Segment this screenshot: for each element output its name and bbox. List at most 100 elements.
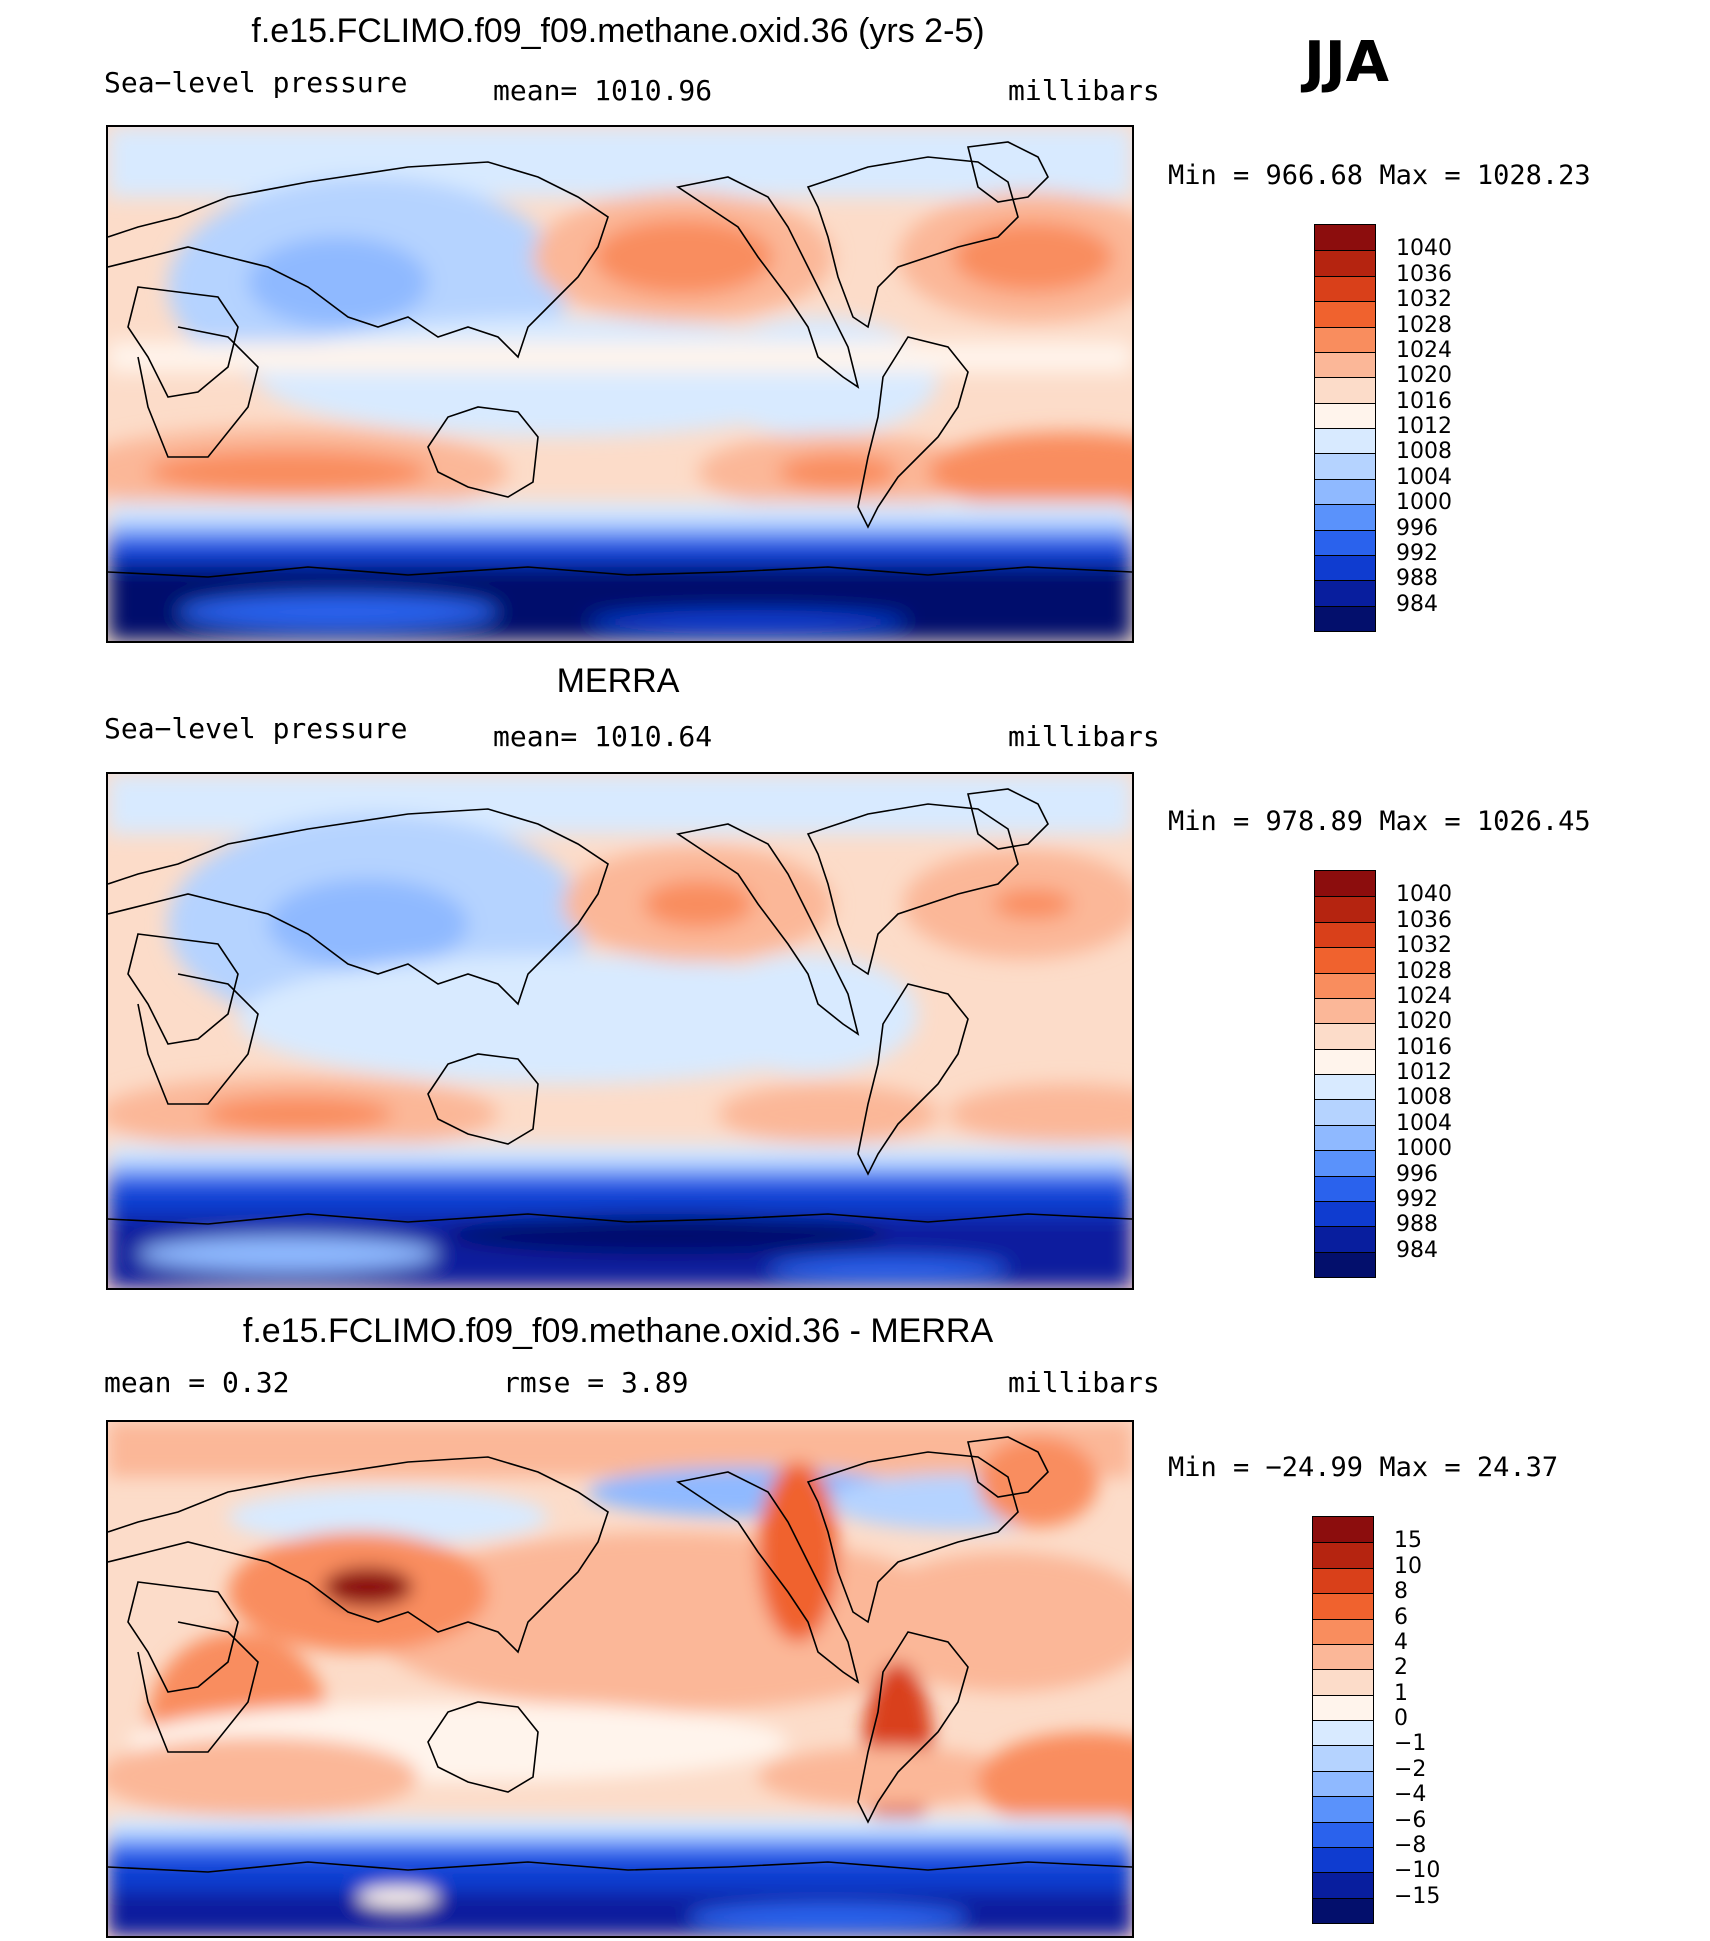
colorbar-swatch (1313, 1770, 1373, 1797)
panel-2-map-svg (108, 774, 1132, 1288)
panel-1-minmax: Min = 966.68 Max = 1028.23 (1168, 160, 1591, 191)
colorbar-swatch (1315, 402, 1375, 428)
colorbar-tick-label: 8 (1394, 1579, 1408, 1605)
panel-1-units-label: millibars (1008, 74, 1160, 107)
colorbar-swatch (1313, 1542, 1373, 1568)
panel-3-minmax: Min = −24.99 Max = 24.37 (1168, 1452, 1559, 1483)
colorbar-swatch (1315, 351, 1375, 378)
colorbar-tick-label: 1020 (1396, 1009, 1452, 1035)
colorbar-tick-label: 992 (1396, 1186, 1438, 1212)
colorbar-tick-label: −2 (1394, 1756, 1427, 1782)
colorbar-swatch (1315, 326, 1375, 352)
colorbar-swatch (1313, 1669, 1373, 1695)
colorbar-swatch (1315, 1150, 1375, 1176)
colorbar-swatch (1315, 1074, 1375, 1100)
colorbar-tick-label: 1016 (1396, 388, 1452, 414)
colorbar-tick-label: −8 (1394, 1832, 1427, 1858)
colorbar-swatch (1313, 1846, 1373, 1873)
colorbar-tick-label: 1036 (1396, 261, 1452, 287)
colorbar-swatch (1315, 871, 1375, 897)
colorbar-swatch (1315, 896, 1375, 922)
colorbar-tick-label: −6 (1394, 1807, 1427, 1833)
colorbar-swatch (1315, 997, 1375, 1024)
colorbar-swatch (1315, 1023, 1375, 1049)
colorbar-tick-label: 1016 (1396, 1034, 1452, 1060)
panel-2-map (106, 772, 1134, 1290)
colorbar-tick-label: 1024 (1396, 337, 1452, 363)
colorbar-tick-label: 1036 (1396, 907, 1452, 933)
colorbar-tick-label: 1040 (1396, 236, 1452, 262)
colorbar-tick-label: −15 (1394, 1883, 1441, 1909)
colorbar-swatch (1315, 1226, 1375, 1252)
colorbar-tick-label: 988 (1396, 1212, 1438, 1238)
panel-3-coastlines (108, 1436, 1132, 1873)
colorbar-tick-label: 1028 (1396, 312, 1452, 338)
colorbar-swatch (1315, 605, 1375, 631)
panel-3-colorbar (1312, 1516, 1374, 1924)
colorbar-swatch (1315, 1175, 1375, 1201)
colorbar-swatch (1315, 1099, 1375, 1125)
colorbar-tick-label: 1004 (1396, 1110, 1452, 1136)
panel-3-rmse-label: rmse = 3.89 (503, 1366, 689, 1399)
colorbar-tick-label: 1024 (1396, 983, 1452, 1009)
colorbar-swatch (1315, 275, 1375, 302)
colorbar-swatch (1313, 1897, 1373, 1923)
panel-3-title: f.e15.FCLIMO.f09_f09.methane.oxid.36 - M… (242, 1312, 994, 1350)
colorbar-tick-label: 988 (1396, 566, 1438, 592)
colorbar-tick-label: 992 (1396, 540, 1438, 566)
colorbar-swatch (1315, 972, 1375, 998)
panel-1-coastlines (108, 141, 1132, 578)
colorbar-swatch (1313, 1872, 1373, 1898)
panel-3-mean-label: mean = 0.32 (104, 1366, 290, 1399)
colorbar-tick-label: 984 (1396, 1237, 1438, 1263)
colorbar-tick-label: 1012 (1396, 1060, 1452, 1085)
colorbar-swatch (1313, 1694, 1373, 1720)
colorbar-tick-label: 1000 (1396, 490, 1452, 516)
colorbar-tick-label: −10 (1394, 1858, 1441, 1884)
colorbar-tick-label: 984 (1396, 591, 1438, 617)
colorbar-swatch (1315, 1048, 1375, 1074)
panel-2-coastlines (108, 788, 1132, 1225)
panel-1-map (106, 125, 1134, 643)
colorbar-swatch (1313, 1720, 1373, 1746)
colorbar-swatch (1315, 554, 1375, 581)
panel-1-title: f.e15.FCLIMO.f09_f09.methane.oxid.36 (yr… (251, 12, 985, 50)
panel-3-units-label: millibars (1008, 1366, 1160, 1399)
panel-3-map-svg (108, 1422, 1132, 1936)
panel-2-mean-label: mean= 1010.64 (493, 720, 713, 753)
colorbar-swatch (1315, 947, 1375, 973)
colorbar-swatch (1313, 1643, 1373, 1670)
colorbar-swatch (1315, 529, 1375, 555)
panel-2-units-label: millibars (1008, 720, 1160, 753)
colorbar-swatch (1313, 1618, 1373, 1644)
colorbar-tick-label: 1020 (1396, 363, 1452, 389)
panel-2-title: MERRA (556, 662, 680, 700)
colorbar-swatch (1315, 377, 1375, 403)
season-label: JJA (1304, 30, 1390, 95)
colorbar-tick-label: 1000 (1396, 1136, 1452, 1162)
colorbar-tick-label: −4 (1394, 1782, 1427, 1808)
colorbar-tick-label: 1012 (1396, 414, 1452, 439)
colorbar-swatch (1313, 1821, 1373, 1847)
colorbar-swatch (1315, 504, 1375, 530)
colorbar-swatch (1315, 453, 1375, 479)
panel-3-map (106, 1420, 1134, 1938)
colorbar-tick-label: 1040 (1396, 882, 1452, 908)
colorbar-tick-label: 1028 (1396, 958, 1452, 984)
panel-2-colorbar (1314, 870, 1376, 1278)
colorbar-swatch (1313, 1593, 1373, 1619)
colorbar-tick-label: 1 (1394, 1680, 1408, 1706)
colorbar-swatch (1315, 225, 1375, 251)
colorbar-tick-label: 1004 (1396, 464, 1452, 490)
colorbar-tick-label: 2 (1394, 1655, 1408, 1681)
colorbar-swatch (1313, 1796, 1373, 1822)
colorbar-swatch (1315, 1200, 1375, 1227)
colorbar-swatch (1315, 478, 1375, 505)
panel-2-field-label: Sea−level pressure (104, 712, 408, 745)
colorbar-swatch (1313, 1517, 1373, 1543)
colorbar-tick-label: 1008 (1396, 439, 1452, 465)
colorbar-swatch (1315, 301, 1375, 327)
colorbar-tick-label: 6 (1394, 1604, 1408, 1630)
panel-1-mean-label: mean= 1010.96 (493, 74, 713, 107)
panel-2-minmax: Min = 978.89 Max = 1026.45 (1168, 806, 1591, 837)
